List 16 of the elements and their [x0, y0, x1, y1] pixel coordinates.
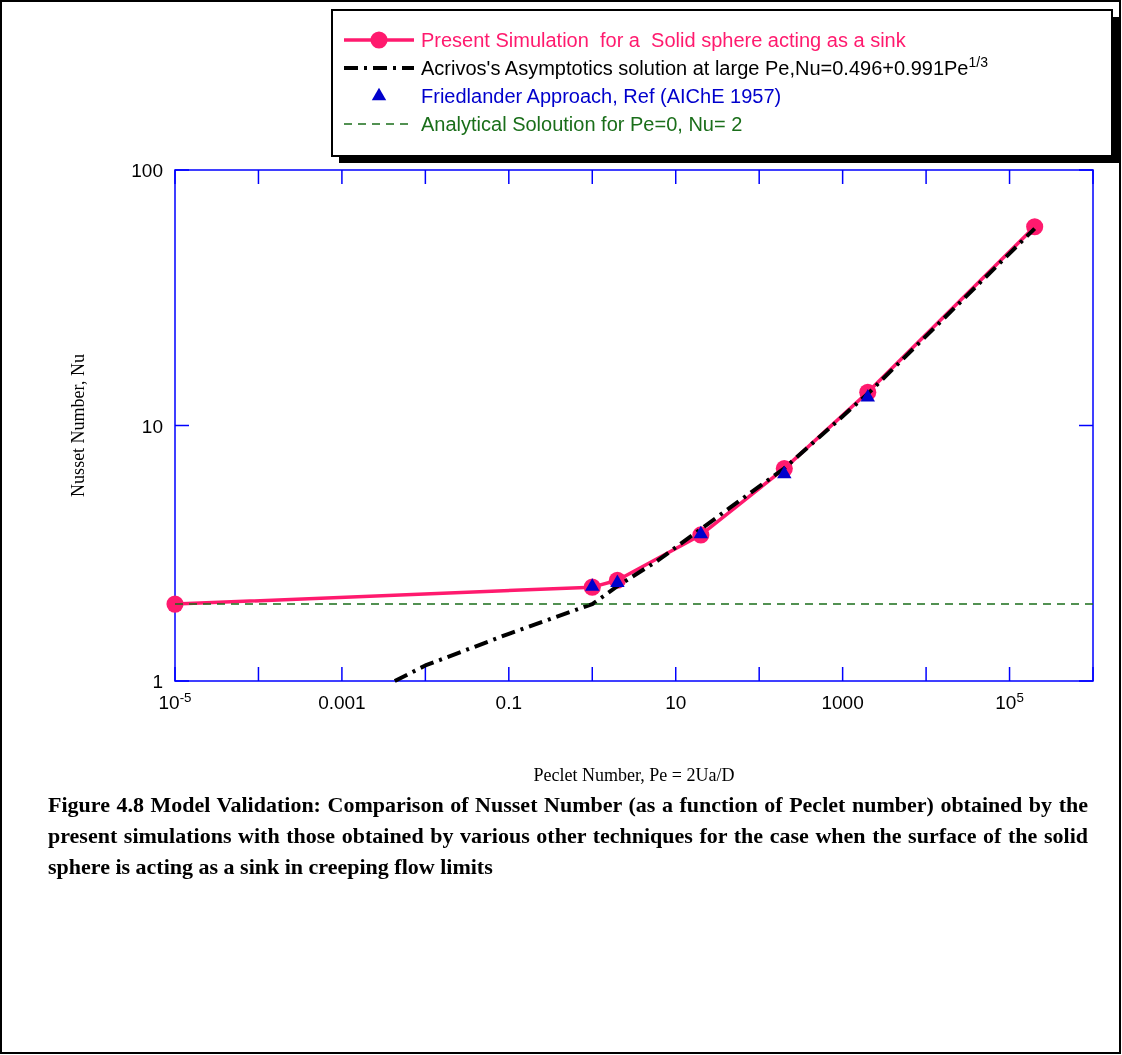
- x-tick-label: 1000: [821, 692, 864, 713]
- x-axis-title: Peclet Number, Pe = 2Ua/D: [533, 765, 735, 785]
- legend-label: Friedlander Approach, Ref (AIChE 1957): [421, 85, 782, 107]
- x-tick-label: 0.1: [495, 692, 523, 713]
- x-tick-label: 10: [665, 692, 687, 713]
- x-tick-label: 10$^{5}$: [995, 689, 1024, 713]
- y-axis-title: Nusset Number, Nu: [68, 354, 88, 497]
- caption: Figure 4.8 Model Validation: Comparison of Nusset Number (as a function of Peclet number) obtained by the present simulations with those obtained by various other techniques for the case when the surface of the solid sphere is acting as a sink in creeping flow limits: [48, 791, 1088, 881]
- x-tick-label: 10$^{-5}$: [158, 689, 192, 713]
- y-tick-label: 1: [152, 671, 163, 692]
- legend-label: Analytical Soloution for Pe=0, Nu= 2: [421, 113, 743, 135]
- legend-label: Present Simulation for a Solid sphere acting as a sink: [421, 29, 907, 51]
- legend-label: Acrivos's Asymptotics solution at large Pe,Nu=0.496+0.991Pe$^{1/3}$: [421, 54, 989, 79]
- x-tick-label: 0.001: [318, 692, 366, 713]
- y-tick-label: 10: [141, 415, 163, 437]
- y-tick-label: 100: [131, 160, 163, 181]
